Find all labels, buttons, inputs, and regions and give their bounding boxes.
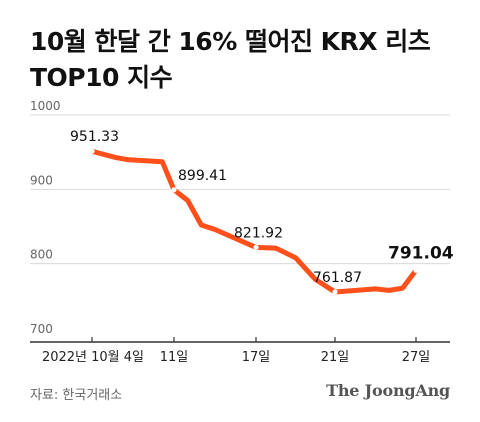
series-line (89, 148, 419, 295)
data-label: 899.41 (178, 168, 227, 184)
chart-title-line-2: TOP10 지수 (30, 63, 173, 92)
series-line-group (89, 148, 419, 295)
y-tick-label: 800 (30, 248, 53, 262)
data-label: 791.04 (388, 243, 454, 263)
data-point (171, 187, 177, 193)
x-axis: 2022년 10월 4일 11일 17일 21일 27일 (30, 337, 450, 365)
data-points (89, 148, 419, 295)
gridlines (30, 114, 450, 265)
y-tick-label: 900 (30, 173, 53, 187)
x-tick-label: 27일 (402, 350, 431, 365)
source-note: 자료: 한국거래소 (30, 388, 123, 403)
data-point (253, 244, 259, 250)
y-axis-ticks: 700 800 900 1000 (30, 99, 61, 336)
x-tick-label: 21일 (321, 350, 350, 365)
x-tick-label: 17일 (242, 350, 271, 365)
x-tick-label: 11일 (160, 350, 189, 365)
data-label: 761.87 (313, 270, 362, 286)
data-label: 951.33 (70, 129, 119, 145)
data-point (413, 267, 419, 273)
data-label: 821.92 (234, 225, 283, 241)
y-tick-label: 700 (30, 322, 53, 336)
y-tick-label: 1000 (30, 99, 61, 113)
data-point (89, 148, 95, 154)
x-tick-label: 2022년 10월 4일 (42, 350, 144, 365)
chart-title-line-1: 10월 한달 간 16% 떨어진 KRX 리츠 (30, 27, 431, 56)
chart-title: 10월 한달 간 16% 떨어진 KRX 리츠 TOP10 지수 (30, 24, 460, 96)
data-labels: 951.33 899.41 821.92 761.87 791.04 (70, 129, 454, 286)
data-point (332, 289, 338, 295)
publisher-logo: The JoongAng (326, 381, 450, 400)
